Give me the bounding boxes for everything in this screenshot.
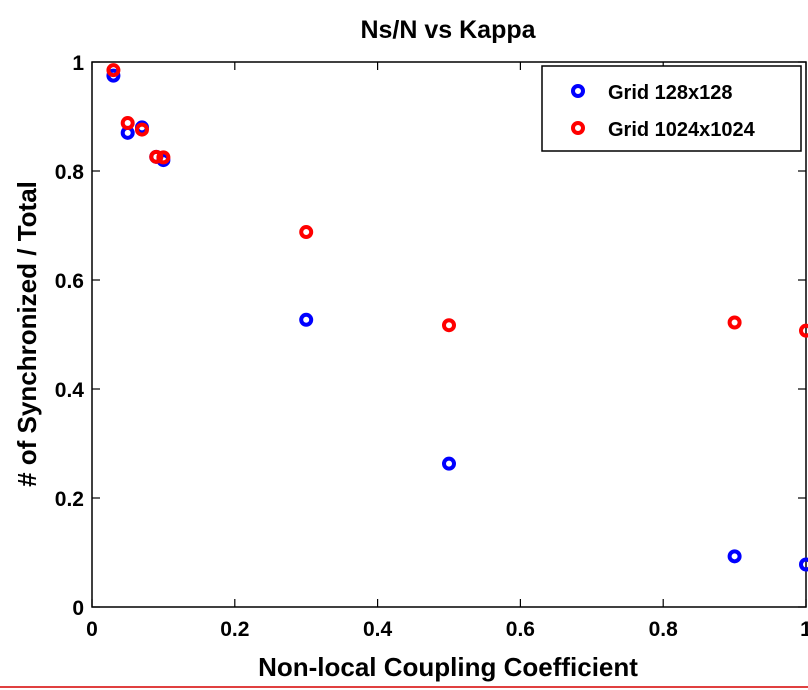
legend-label-grid-1024: Grid 1024x1024 [608, 119, 756, 141]
y-tick-label: 0.8 [55, 161, 85, 184]
x-tick-label: 0.2 [220, 618, 249, 641]
x-tick-label: 0.4 [363, 618, 393, 641]
data-point-series-2 [299, 225, 314, 240]
y-tick-label: 1 [72, 52, 84, 75]
x-tick-label: 0.6 [506, 618, 535, 641]
data-point-series-1 [727, 549, 742, 564]
data-point-series-2 [134, 122, 149, 137]
data-point-series-2 [442, 318, 456, 333]
legend: Grid 128x128 Grid 1024x1024 [541, 65, 802, 152]
y-tick-label: 0.4 [55, 379, 85, 402]
x-axis-label: Non-local Coupling Coefficient [258, 652, 638, 682]
y-tick-label: 0.6 [55, 270, 84, 293]
x-axis-ticks: 0 0.2 0.4 0.6 0.8 1 [86, 62, 808, 641]
data-point-series-2 [120, 116, 135, 131]
x-tick-label: 1 [800, 618, 808, 641]
y-axis-label: # of Synchronized / Total [12, 181, 42, 487]
data-point-series-2 [106, 63, 121, 78]
legend-box [541, 65, 802, 152]
data-point-series-2 [156, 150, 171, 165]
data-point-series-2 [149, 149, 164, 164]
chart-title: Ns/N vs Kappa [360, 16, 536, 44]
data-points [106, 63, 808, 572]
bottom-border-line [0, 686, 808, 688]
y-tick-label: 0.2 [55, 488, 84, 511]
data-point-series-1 [106, 68, 121, 83]
x-tick-label: 0.8 [649, 618, 679, 641]
data-point-series-2 [799, 323, 808, 338]
plot-area [91, 61, 807, 608]
data-point-series-1 [299, 312, 314, 327]
legend-marker-grid-128 [571, 84, 585, 98]
x-tick-label: 0 [86, 618, 98, 641]
y-tick-label: 0 [72, 597, 84, 620]
data-point-series-1 [442, 456, 456, 471]
data-point-series-2 [727, 315, 742, 330]
y-axis-ticks: 0 0.2 0.4 0.6 0.8 1 [55, 52, 806, 620]
legend-marker-grid-1024 [571, 121, 585, 135]
legend-label-grid-128: Grid 128x128 [608, 82, 733, 104]
data-point-series-1 [799, 557, 808, 572]
